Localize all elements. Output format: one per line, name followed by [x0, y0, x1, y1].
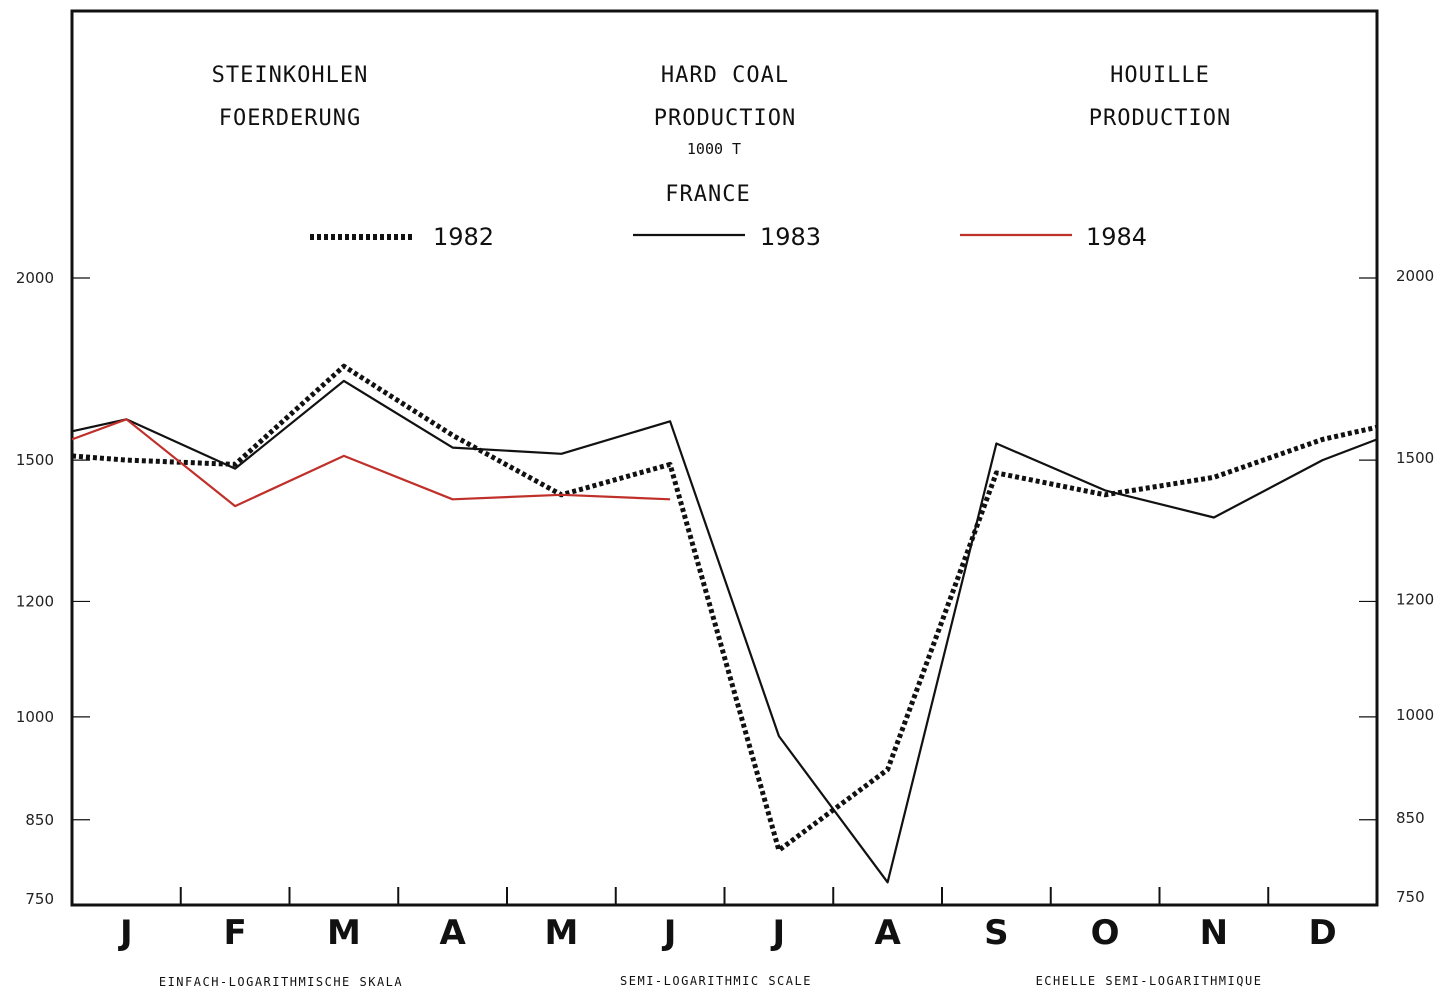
series-line-1984: [71, 418, 671, 508]
x-tick-label: A: [439, 913, 466, 953]
y-tick-label-right: 750: [1396, 888, 1425, 906]
y-tick-label-left: 1200: [16, 592, 54, 610]
series-line-1982: [71, 363, 1378, 853]
country-label: FRANCE: [665, 182, 750, 207]
title-french-line1: HOUILLE: [1110, 63, 1210, 88]
x-tick-label: F: [224, 913, 247, 953]
y-axis-left: 750 850 1000 1200 1500 2000: [16, 269, 90, 908]
y-tick-label-left: 850: [25, 811, 54, 829]
x-tick-label: M: [327, 913, 361, 953]
y-tick-label-right: 850: [1396, 809, 1425, 827]
title-english-line1: HARD COAL: [661, 63, 789, 88]
y-tick-label-left: 750: [25, 890, 54, 908]
y-axis-right: 750 850 1000 1200 1500 2000: [1359, 267, 1434, 906]
x-tick-label: J: [771, 913, 786, 953]
title-french-line2: PRODUCTION: [1089, 106, 1231, 131]
y-tick-label-right: 1000: [1396, 706, 1434, 724]
legend-label-1983: 1983: [760, 223, 821, 251]
x-tick-label: N: [1200, 913, 1228, 953]
x-tick-label: D: [1309, 913, 1337, 953]
x-tick-label: O: [1091, 913, 1120, 953]
series-line-1983: [71, 379, 1378, 884]
y-tick-label-left: 1500: [16, 451, 54, 469]
series-layer: [71, 363, 1378, 884]
scale-note-english: SEMI-LOGARITHMIC SCALE: [620, 974, 812, 988]
legend-label-1982: 1982: [433, 223, 494, 251]
scale-note-german: EINFACH-LOGARITHMISCHE SKALA: [159, 975, 403, 989]
y-tick-label-left: 1000: [16, 708, 54, 726]
legend: 1982 1983 1984: [310, 223, 1147, 251]
title-german-line1: STEINKOHLEN: [212, 63, 369, 88]
x-tick-label: J: [118, 913, 133, 953]
title-english-line2: PRODUCTION: [654, 106, 796, 131]
scale-note-french: ECHELLE SEMI-LOGARITHMIQUE: [1036, 974, 1263, 988]
title-german-line2: FOERDERUNG: [219, 106, 361, 131]
x-tick-label: A: [874, 913, 901, 953]
x-tick-label: M: [544, 913, 578, 953]
legend-label-1984: 1984: [1086, 223, 1147, 251]
x-tick-label: S: [984, 913, 1009, 953]
y-tick-label-right: 2000: [1396, 267, 1434, 285]
y-tick-label-right: 1500: [1396, 449, 1434, 467]
x-tick-label: J: [662, 913, 677, 953]
unit-label: 1000 T: [687, 140, 741, 158]
y-tick-label-right: 1200: [1396, 590, 1434, 608]
y-tick-label-left: 2000: [16, 269, 54, 287]
